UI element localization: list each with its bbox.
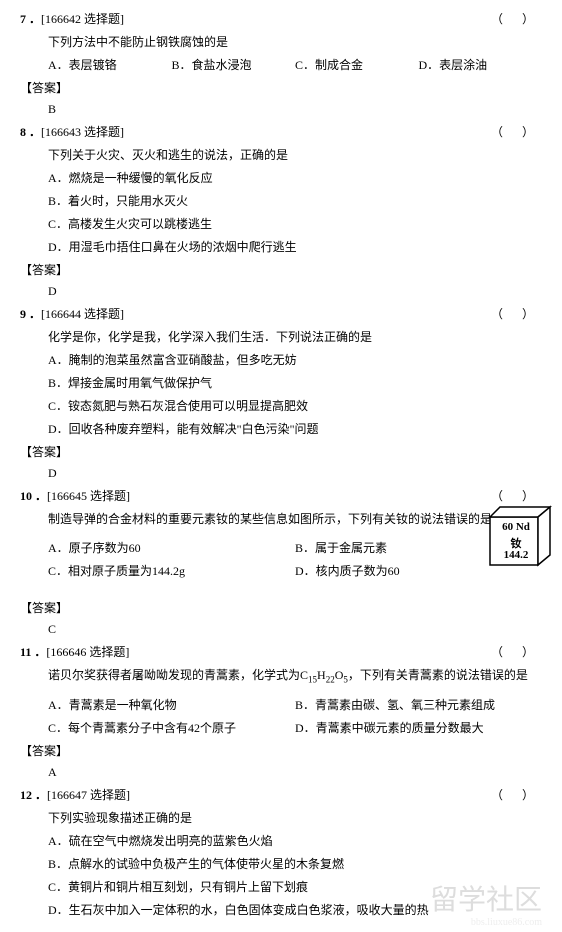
q11-paren: （ ） bbox=[491, 643, 542, 660]
q10-row1: A．原子序数为60 B．属于金属元素 bbox=[48, 533, 542, 556]
nd-top: 60 Nd bbox=[494, 521, 538, 533]
q11-stem: 诺贝尔奖获得者屠呦呦发现的青蒿素，化学式为C15H22O5，下列有关青蒿素的说法… bbox=[48, 666, 542, 684]
q9-opt-b: B．焊接金属时用氧气做保护气 bbox=[48, 374, 542, 391]
q7-opt-b: B．食盐水浸泡 bbox=[172, 56, 296, 73]
q8-ans: D bbox=[48, 284, 542, 299]
q8-opt-b: B．着火时，只能用水灭火 bbox=[48, 192, 542, 209]
question-12: 12 ．[166647 选择题] （ ） 下列实验现象描述正确的是 A．硫在空气… bbox=[20, 786, 542, 918]
question-9: 9 ．[166644 选择题] （ ） 化学是你，化学是我，化学深入我们生活．下… bbox=[20, 305, 542, 437]
q11-opt-b: B．青蒿素由碳、氢、氧三种元素组成 bbox=[295, 696, 542, 713]
q12-opt-c: C．黄铜片和铜片相互刻划，只有铜片上留下划痕 bbox=[48, 878, 542, 895]
q10-opt-c: C．相对原子质量为144.2g bbox=[48, 562, 295, 579]
q11-row2: C．每个青蒿素分子中含有42个原子 D．青蒿素中碳元素的质量分数最大 bbox=[48, 713, 542, 736]
q10-row2: C．相对原子质量为144.2g D．核内质子数为60 bbox=[48, 556, 542, 579]
q10-ans: C bbox=[48, 622, 542, 637]
q8-opt-a: A．燃烧是一种缓慢的氧化反应 bbox=[48, 169, 542, 186]
q11-stem-pre: 诺贝尔奖获得者屠呦呦发现的青蒿素，化学式为C bbox=[48, 668, 308, 682]
q10-stem: 制造导弹的合金材料的重要元素钕的某些信息如图所示，下列有关钕的说法错误的是 bbox=[48, 510, 542, 527]
q11-c: 15 bbox=[308, 674, 317, 684]
q8-opt-c: C．高楼发生火灾可以跳楼逃生 bbox=[48, 215, 542, 232]
watermark-small: bbs.liuxue86.com bbox=[471, 917, 542, 928]
q12-opt-a: A．硫在空气中燃烧发出明亮的蓝紫色火焰 bbox=[48, 832, 542, 849]
q12-num: 12 ． bbox=[20, 788, 47, 802]
q11-opt-c: C．每个青蒿素分子中含有42个原子 bbox=[48, 719, 295, 736]
q11-opt-d: D．青蒿素中碳元素的质量分数最大 bbox=[295, 719, 542, 736]
q7-id: [166642 选择题] bbox=[41, 12, 124, 26]
q9-opt-a: A．腌制的泡菜虽然富含亚硝酸盐，但多吃无妨 bbox=[48, 351, 542, 368]
q7-paren: （ ） bbox=[491, 10, 542, 27]
q9-opt-c: C．铵态氮肥与熟石灰混合使用可以明显提高肥效 bbox=[48, 397, 542, 414]
q7-stem: 下列方法中不能防止钢铁腐蚀的是 bbox=[48, 33, 542, 50]
q7-ans-label: 【答案】 bbox=[20, 79, 542, 96]
q12-opt-b: B．点解水的试验中负极产生的气体使带火星的木条复燃 bbox=[48, 855, 542, 872]
q10-id: [166645 选择题] bbox=[47, 489, 130, 503]
q11-ans-label: 【答案】 bbox=[20, 742, 542, 759]
q12-id: [166647 选择题] bbox=[47, 788, 130, 802]
nd-bot: 144.2 bbox=[494, 549, 538, 561]
question-11: 11 ．[166646 选择题] （ ） 诺贝尔奖获得者屠呦呦发现的青蒿素，化学… bbox=[20, 643, 542, 736]
q9-head: 9 ．[166644 选择题] （ ） bbox=[20, 305, 542, 322]
q8-num: 8 ． bbox=[20, 125, 41, 139]
q11-id: [166646 选择题] bbox=[46, 645, 129, 659]
q12-stem: 下列实验现象描述正确的是 bbox=[48, 809, 542, 826]
q10-opt-a: A．原子序数为60 bbox=[48, 539, 295, 556]
q10-num: 10 ． bbox=[20, 489, 47, 503]
q7-options: A．表层镀铬 B．食盐水浸泡 C．制成合金 D．表层涂油 bbox=[48, 56, 542, 73]
question-10: 10 ．[166645 选择题] （ ） 制造导弹的合金材料的重要元素钕的某些信… bbox=[20, 487, 542, 579]
q7-opt-c: C．制成合金 bbox=[295, 56, 419, 73]
q8-paren: （ ） bbox=[491, 123, 542, 140]
q9-stem: 化学是你，化学是我，化学深入我们生活．下列说法正确的是 bbox=[48, 328, 542, 345]
q11-ans: A bbox=[48, 765, 542, 780]
q9-num: 9 ． bbox=[20, 307, 41, 321]
q7-num: 7 ． bbox=[20, 12, 41, 26]
q7-head: 7 ．[166642 选择题] （ ） bbox=[20, 10, 542, 27]
q11-head: 11 ．[166646 选择题] （ ） bbox=[20, 643, 542, 660]
q11-h: 22 bbox=[326, 674, 335, 684]
q11-opt-a: A．青蒿素是一种氧化物 bbox=[48, 696, 295, 713]
q8-ans-label: 【答案】 bbox=[20, 261, 542, 278]
q11-row1: A．青蒿素是一种氧化物 B．青蒿素由碳、氢、氧三种元素组成 bbox=[48, 690, 542, 713]
q8-opt-d: D．用湿毛巾捂住口鼻在火场的浓烟中爬行逃生 bbox=[48, 238, 542, 255]
q9-paren: （ ） bbox=[491, 305, 542, 322]
q7-opt-d: D．表层涂油 bbox=[419, 56, 543, 73]
q8-id: [166643 选择题] bbox=[41, 125, 124, 139]
q12-paren: （ ） bbox=[491, 786, 542, 803]
q7-opt-a: A．表层镀铬 bbox=[48, 56, 172, 73]
q11-num: 11 ． bbox=[20, 645, 46, 659]
q7-ans: B bbox=[48, 102, 542, 117]
q8-head: 8 ．[166643 选择题] （ ） bbox=[20, 123, 542, 140]
q12-head: 12 ．[166647 选择题] （ ） bbox=[20, 786, 542, 803]
q10-head: 10 ．[166645 选择题] （ ） bbox=[20, 487, 542, 504]
q12-opt-d: D．生石灰中加入一定体积的水，白色固体变成白色浆液，吸收大量的热 bbox=[48, 901, 542, 918]
q9-id: [166644 选择题] bbox=[41, 307, 124, 321]
q11-stem-post: ，下列有关青蒿素的说法错误的是 bbox=[348, 668, 528, 682]
nd-element-box: 60 Nd 钕 144.2 bbox=[488, 505, 552, 567]
q8-stem: 下列关于火灾、灭火和逃生的说法，正确的是 bbox=[48, 146, 542, 163]
q9-opt-d: D．回收各种废弃塑料，能有效解决"白色污染"问题 bbox=[48, 420, 542, 437]
q9-ans: D bbox=[48, 466, 542, 481]
q10-paren: （ ） bbox=[491, 487, 542, 504]
q9-ans-label: 【答案】 bbox=[20, 443, 542, 460]
q10-ans-label: 【答案】 bbox=[20, 599, 542, 616]
question-8: 8 ．[166643 选择题] （ ） 下列关于火灾、灭火和逃生的说法，正确的是… bbox=[20, 123, 542, 255]
question-7: 7 ．[166642 选择题] （ ） 下列方法中不能防止钢铁腐蚀的是 A．表层… bbox=[20, 10, 542, 73]
